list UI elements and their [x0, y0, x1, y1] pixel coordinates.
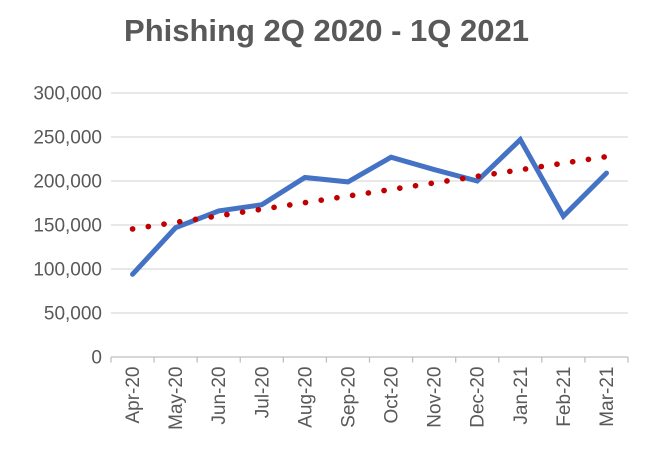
trendline-series	[129, 153, 610, 232]
y-axis-label: 0	[91, 348, 102, 369]
x-axis-label: Apr-20	[123, 367, 144, 424]
x-axis-label: May-20	[166, 367, 187, 430]
x-axis-label: Dec-20	[468, 367, 489, 428]
chart-title: Phishing 2Q 2020 - 1Q 2021	[124, 13, 529, 48]
x-axis-label: Aug-20	[295, 367, 316, 428]
x-axis-label: Jan-21	[511, 367, 532, 425]
y-axis-label: 150,000	[33, 216, 102, 237]
x-axis-label: Feb-21	[554, 367, 575, 427]
data-line-series	[130, 135, 609, 277]
y-axis-label: 200,000	[33, 172, 102, 193]
x-axis-label: Jul-20	[252, 367, 273, 419]
y-axis-label: 100,000	[33, 260, 102, 281]
x-axis-label: Oct-20	[382, 367, 403, 424]
y-axis-label: 50,000	[44, 304, 102, 325]
x-axis-label: Jun-20	[209, 367, 230, 425]
x-axis-label: Sep-20	[338, 367, 359, 428]
x-axis-label: Mar-21	[597, 367, 618, 427]
y-axis-label: 250,000	[33, 128, 102, 149]
x-axis-label: Nov-20	[425, 367, 446, 428]
y-axis-label: 300,000	[33, 84, 102, 105]
